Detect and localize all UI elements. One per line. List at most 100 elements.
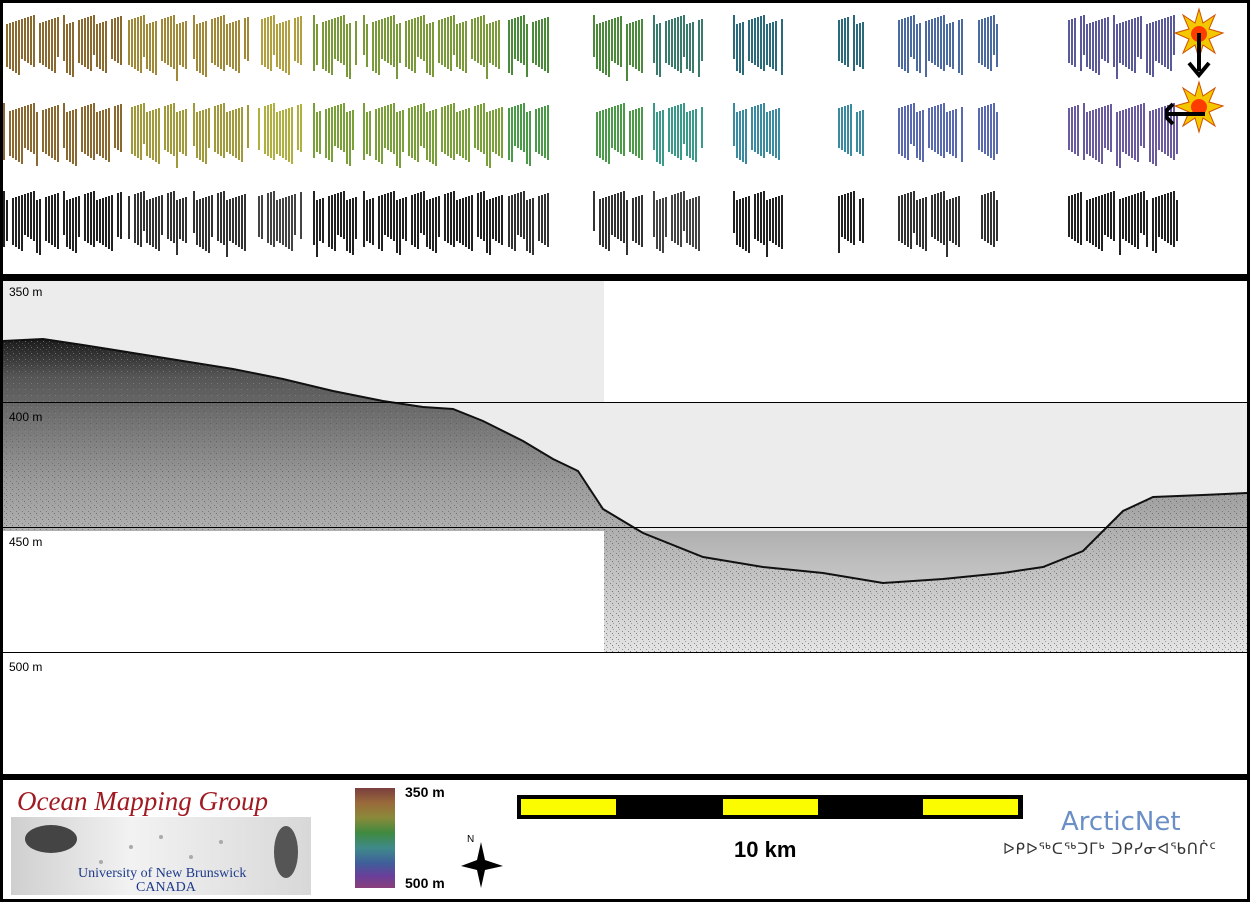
swath-stripe xyxy=(769,23,771,67)
swath-stripe xyxy=(635,21,637,69)
swath-stripe xyxy=(748,20,750,61)
swath-stripe xyxy=(662,110,664,166)
swath-stripe xyxy=(363,15,365,55)
swath-stripe xyxy=(217,193,219,241)
swath-stripe xyxy=(435,197,437,253)
swath-stripe xyxy=(692,110,694,160)
swath-stripe xyxy=(182,22,184,67)
swath-stripe xyxy=(1161,195,1163,239)
swath-stripe xyxy=(355,197,357,239)
swath-stripe xyxy=(72,110,74,164)
swath-stripe xyxy=(961,19,963,75)
swath-stripe xyxy=(599,111,601,158)
swath-stripe xyxy=(334,194,336,251)
swath-stripe xyxy=(21,195,23,251)
swath-stripe xyxy=(495,109,497,154)
swath-stripe xyxy=(384,106,386,148)
swath-stripe xyxy=(1173,191,1175,247)
swath-stripe xyxy=(316,200,318,257)
swath-stripe xyxy=(937,17,939,67)
swath-stripe xyxy=(90,104,92,158)
swath-stripe xyxy=(1143,103,1145,148)
swath-stripe xyxy=(217,105,219,154)
swath-stripe xyxy=(39,199,41,255)
swath-stripe xyxy=(934,18,936,65)
swath-stripe xyxy=(390,16,392,65)
swath-stripe xyxy=(1119,199,1121,255)
swath-stripe xyxy=(282,22,284,71)
swath-stripe xyxy=(1167,105,1169,156)
swath-stripe xyxy=(544,194,546,245)
swath-stripe xyxy=(961,107,963,162)
swath-stripe xyxy=(48,20,50,69)
swath-stripe xyxy=(946,24,948,65)
swath-stripe xyxy=(417,17,419,57)
swath-stripe xyxy=(264,106,266,154)
arrow-left-icon xyxy=(1165,102,1205,126)
swath-stripe xyxy=(766,112,768,152)
swath-stripe xyxy=(393,15,395,67)
swath-stripe xyxy=(739,23,741,73)
swath-stripe xyxy=(1143,191,1145,235)
swath-stripe xyxy=(381,107,383,164)
swath-stripe xyxy=(297,17,299,63)
swath-stripe xyxy=(471,195,473,251)
swath-stripe xyxy=(426,24,428,73)
swath-stripe xyxy=(739,199,741,247)
swath-stripe xyxy=(87,17,89,69)
swath-stripe xyxy=(480,16,482,65)
swath-stripe xyxy=(459,23,461,69)
swath-stripe xyxy=(859,199,861,241)
swath-stripe xyxy=(602,110,604,160)
swath-stripe xyxy=(656,112,658,162)
swath-stripe xyxy=(620,192,622,241)
swath-stripe xyxy=(459,199,461,243)
swath-stripe xyxy=(87,105,89,156)
swath-stripe xyxy=(955,109,957,158)
swath-stripe xyxy=(1077,193,1079,243)
swath-stripe xyxy=(1146,24,1148,73)
swath-stripe xyxy=(1161,19,1163,65)
swath-stripe xyxy=(517,193,519,235)
swath-stripe xyxy=(429,111,431,162)
swath-stripe xyxy=(15,21,17,73)
svg-text:N: N xyxy=(467,834,474,845)
swath-stripe xyxy=(683,15,685,57)
swath-stripe xyxy=(1155,21,1157,61)
swath-stripe xyxy=(952,198,954,243)
swath-stripe xyxy=(182,198,184,241)
swath-stripe xyxy=(1167,193,1169,243)
swath-stripe xyxy=(662,198,664,253)
swath-stripe xyxy=(185,197,187,243)
multibeam-strips-panel xyxy=(3,3,1247,274)
swath-stripe xyxy=(841,195,843,237)
swath-stripe xyxy=(432,110,434,164)
swath-stripe xyxy=(492,22,494,65)
swath-stripe xyxy=(781,195,783,249)
swath-stripe xyxy=(859,111,861,154)
swath-stripe xyxy=(42,22,44,65)
swath-stripe xyxy=(1101,107,1103,164)
swath-stripe xyxy=(69,111,71,162)
swath-stripe xyxy=(185,109,187,156)
swath-stripe xyxy=(199,199,201,247)
swath-stripe xyxy=(1158,196,1160,237)
swath-stripe xyxy=(617,105,619,152)
swath-stripe xyxy=(514,194,516,251)
omg-university: University of New Brunswick xyxy=(78,866,247,881)
swath-stripe xyxy=(1122,198,1124,239)
swath-stripe xyxy=(1104,18,1106,61)
swath-stripe xyxy=(733,103,735,146)
swath-stripe xyxy=(993,103,995,160)
swath-stripe xyxy=(910,192,912,249)
swath-stripe xyxy=(608,20,610,77)
swath-stripe xyxy=(366,24,368,67)
swath-stripe xyxy=(196,112,198,158)
swath-stripe xyxy=(772,22,774,69)
swath-stripe xyxy=(170,192,172,241)
swath-stripe xyxy=(291,195,293,251)
swath-stripe xyxy=(414,18,416,73)
swath-stripe xyxy=(96,200,98,241)
swath-stripe xyxy=(940,16,942,69)
swath-stripe xyxy=(6,200,8,241)
